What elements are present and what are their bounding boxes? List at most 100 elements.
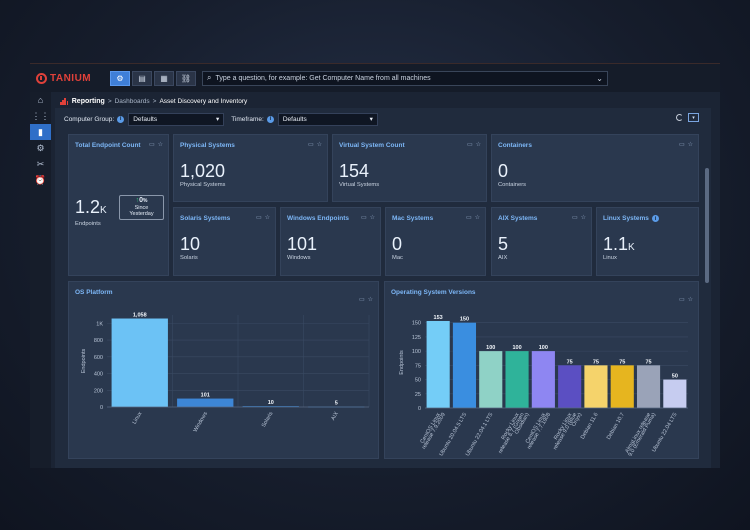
star-icon[interactable]: ☆ [687,142,693,148]
search-placeholder: Type a question, for example: Get Comput… [215,74,431,82]
star-icon[interactable]: ☆ [157,142,163,148]
breadcrumb-separator: > [107,97,112,105]
card-tools: ▭ ☆ [146,141,163,148]
tools-icon[interactable]: ✂ [36,158,45,169]
logo-icon [36,72,47,84]
card-tools: ▭ ☆ [463,214,480,221]
computer-group-select[interactable]: Defaults ▾ [128,112,225,126]
kpi-label: AIX [498,255,508,261]
chart-title: Operating System Versions [391,289,476,296]
star-icon[interactable]: ☆ [316,142,322,148]
os-versions-card: Operating System Versions ▭ ☆ 0 25 50 75 100 1… [384,281,699,459]
y-tick-label: 50 [415,378,421,384]
settings-icon[interactable]: ⚙ [36,142,45,153]
star-icon[interactable]: ☆ [474,215,480,221]
x-tick-label: Solaris [261,411,275,429]
bar [177,398,234,407]
collapse-button[interactable]: ▾ [688,113,699,122]
monitor-icon[interactable]: ▭ [360,215,367,221]
card-title-text: Linux Systems [603,215,649,222]
monitor-icon[interactable]: ▭ [255,215,262,221]
star-icon[interactable]: ☆ [475,142,481,148]
arrow-up-icon: ↑ [135,197,140,204]
link-button[interactable]: ⛓ [176,70,196,86]
monitor-icon[interactable]: ▭ [465,215,472,221]
timeframe-select[interactable]: Defaults ▾ [277,112,378,126]
virtual-systems-card: Virtual System Count ▭ ☆ 154 Virtual Syst… [332,134,487,202]
timeframe-label: Timeframe: [231,115,264,123]
star-icon[interactable]: ☆ [687,297,693,303]
x-tick-label: Windows [193,411,209,434]
delta-since: Since [134,204,149,211]
breadcrumb: Reporting > Dashboards > Asset Discovery… [60,95,247,107]
sidebar: ⌂ ⋮⋮ ▮ ⚙ ✂ ⏰ [30,92,51,468]
refresh-icon[interactable] [676,114,683,121]
grid-view-button[interactable]: ▦ [154,70,174,86]
monitor-icon[interactable]: ▭ [678,297,685,303]
alerts-icon[interactable]: ⏰ [34,174,47,185]
question-mode-button[interactable]: ⚙ [110,70,130,86]
monitor-icon[interactable]: ▭ [358,297,365,303]
bar [505,351,529,408]
info-icon[interactable]: i [117,115,125,123]
kpi-suffix: K [628,242,635,253]
star-icon[interactable]: ☆ [264,215,270,221]
y-tick-label: 0 [100,405,103,411]
card-tools: ▭ ☆ [569,214,586,221]
star-icon[interactable]: ☆ [369,215,375,221]
kpi-value: 154 [339,161,369,182]
card-title: AIX Systems [498,215,538,222]
y-tick-label: 800 [94,338,103,344]
solaris-systems-card: Solaris Systems ▭ ☆ 10 Solaris [173,207,276,276]
bar [452,322,477,408]
aix-systems-card: AIX Systems ▭ ☆ 5 AIX [491,207,592,276]
chevron-down-icon[interactable]: ⌄ [596,73,603,83]
total-endpoint-label: Endpoints [75,221,101,227]
breadcrumb-dashboards[interactable]: Dashboards [114,97,150,105]
bar [663,379,687,408]
y-tick-label: 600 [94,355,103,361]
data-label: 75 [567,359,573,365]
monitor-icon[interactable]: ▭ [571,215,578,221]
y-tick-label: 200 [94,388,103,394]
y-tick-label: 400 [94,372,103,378]
kpi-label: Solaris [180,255,198,261]
tanium-logo[interactable]: TANIUM [36,72,106,84]
kpi-label: Windows [287,255,311,261]
delta-yesterday: Yesterday [129,211,154,217]
card-tools: ▭ ☆ [356,296,373,303]
breadcrumb-reporting[interactable]: Reporting [71,97,105,105]
y-tick-label: 75 [415,363,421,369]
card-tools: ▭ ☆ [253,214,270,221]
kpi-number: 1,020 [180,161,226,181]
reporting-icon[interactable]: ▮ [30,124,51,140]
logo-text: TANIUM [50,72,92,84]
scrollbar[interactable] [705,168,709,283]
monitor-icon[interactable]: ▭ [678,142,685,148]
home-icon[interactable]: ⌂ [37,95,44,105]
mode-buttons: ⚙ ▤ ▦ ⛓ [110,70,198,86]
total-endpoint-card: Total Endpoint Count ▭ ☆ 1.2K Endpoints … [68,134,169,276]
monitor-icon[interactable]: ▭ [466,142,473,148]
mac-systems-card: Mac Systems ▭ ☆ 0 Mac [385,207,486,276]
monitor-icon[interactable]: ▭ [148,142,155,148]
bar [636,365,661,408]
kpi-number: 154 [339,161,370,181]
card-title: Containers [498,142,532,149]
info-icon[interactable]: i [266,115,274,123]
kpi-label: Virtual Systems [339,182,380,188]
question-search-input[interactable]: ⌕ Type a question, for example: Get Comp… [202,70,608,86]
saved-questions-button[interactable]: ▤ [132,70,152,86]
info-icon[interactable]: i [651,215,659,222]
kpi-number: 1.1 [603,234,629,254]
x-tick-label: AIX [330,411,340,422]
card-tools: ▭ ☆ [358,214,375,221]
modules-grid-icon[interactable]: ⋮⋮ [31,110,50,121]
monitor-icon[interactable]: ▭ [307,142,314,148]
star-icon[interactable]: ☆ [367,297,373,303]
kpi-label: Linux [603,255,617,261]
star-icon[interactable]: ☆ [580,215,586,221]
filter-bar: Computer Group: i Defaults ▾ Timeframe: … [55,108,711,130]
delta-badge: ↑0% Since Yesterday [119,195,164,220]
os-platform-chart: 0 200 400 600 800 1K Endpoints 1,058 Linux 101 Win… [81,313,370,434]
